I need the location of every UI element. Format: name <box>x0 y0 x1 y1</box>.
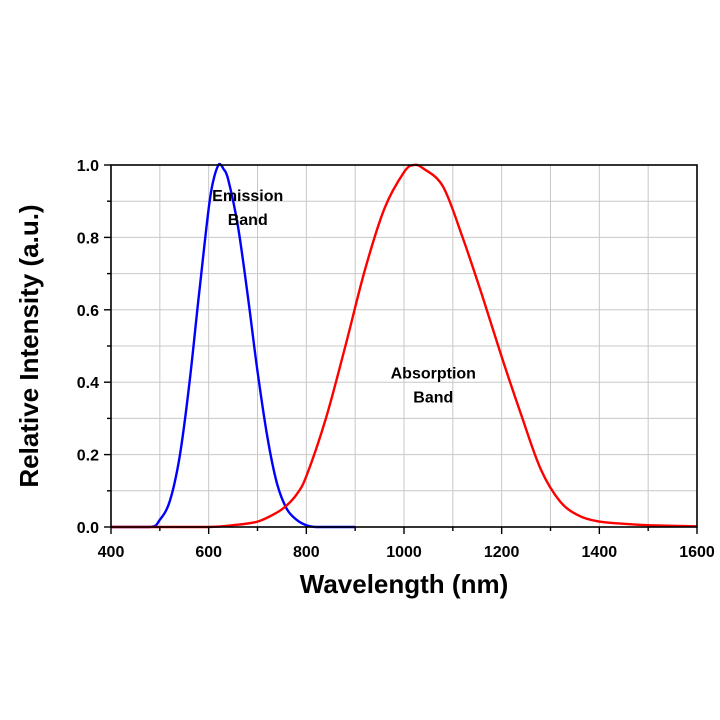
annotations: Emission Band Absorption Band <box>212 188 476 406</box>
annotation-line: Emission <box>212 188 283 205</box>
y-axis-title: Relative Intensity (a.u.) <box>14 204 44 487</box>
x-tick-label: 1400 <box>582 544 618 561</box>
annotation-line: Band <box>413 390 453 407</box>
annotation-line: Band <box>228 212 268 229</box>
y-tick-label: 1.0 <box>77 158 99 175</box>
x-tick-labels: 400 600 800 1000 1200 1400 1600 <box>98 544 715 561</box>
y-tick-label: 0.2 <box>77 448 99 465</box>
x-tick-label: 1200 <box>484 544 520 561</box>
emission-band-label: Emission Band <box>212 188 283 229</box>
absorption-band-label: Absorption Band <box>391 366 476 407</box>
y-tick-label: 0.4 <box>77 375 99 392</box>
y-tick-label: 0.6 <box>77 303 99 320</box>
grid <box>111 165 697 527</box>
x-tick-label: 400 <box>98 544 125 561</box>
ticks <box>104 164 698 534</box>
y-tick-label: 0.0 <box>77 520 99 537</box>
x-tick-label: 1600 <box>679 544 715 561</box>
annotation-line: Absorption <box>391 366 476 383</box>
series-group <box>111 162 698 529</box>
x-tick-label: 600 <box>195 544 222 561</box>
y-tick-labels: 0.0 0.2 0.4 0.6 0.8 1.0 <box>77 158 99 537</box>
x-tick-label: 800 <box>293 544 320 561</box>
x-tick-label: 1000 <box>386 544 422 561</box>
absorption-band-line <box>111 163 698 529</box>
y-tick-label: 0.8 <box>77 230 99 247</box>
emission-band-line <box>111 162 356 529</box>
x-axis-title: Wavelength (nm) <box>300 569 508 599</box>
